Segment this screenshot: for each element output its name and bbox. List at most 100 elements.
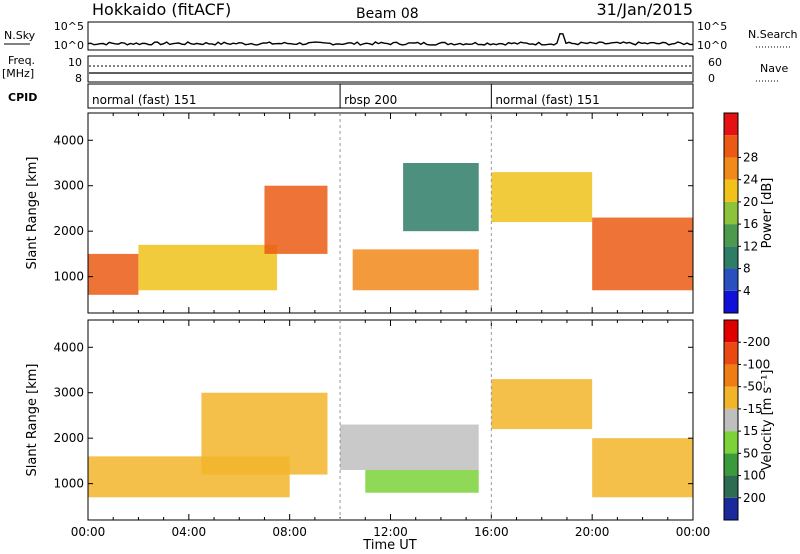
beam-label: Beam 08 [356, 6, 419, 22]
freq-tick-top: 10 [68, 56, 82, 69]
colorbar-tick-label: -50 [743, 380, 763, 394]
nsky-label: N.Sky [4, 29, 36, 42]
y-tick-label: 2000 [53, 224, 84, 238]
colorbar-swatch [724, 342, 738, 365]
colorbar-tick-label: 28 [743, 150, 758, 164]
data-band [365, 470, 479, 493]
colorbar-tick-label: 200 [743, 491, 766, 505]
colorbar-tick-label: -15 [743, 402, 763, 416]
colorbar-swatch [724, 201, 738, 225]
power-colorbar-label: Power [dB] [760, 178, 775, 249]
colorbar-swatch [724, 268, 738, 291]
nave-tick-top: 60 [708, 56, 722, 69]
cpid-segment-label: normal (fast) 151 [495, 93, 599, 107]
colorbar-swatch [724, 113, 738, 136]
colorbar-frame [723, 319, 739, 521]
date-label: 31/Jan/2015 [596, 0, 693, 19]
radar-title: Hokkaido (fitACF) [92, 0, 231, 19]
colorbar-tick-label: 16 [743, 217, 758, 231]
x-tick-label: 08:00 [272, 525, 307, 539]
data-band [403, 163, 479, 232]
colorbar-swatch [724, 224, 738, 247]
y-tick-label: 3000 [53, 386, 84, 400]
velocity-colorbar-label: Velocity [m s⁻¹] [760, 370, 775, 471]
y-tick-label: 3000 [53, 179, 84, 193]
x-tick-label: 16:00 [474, 525, 509, 539]
colorbar-swatch [724, 475, 738, 498]
colorbar-swatch [724, 431, 738, 454]
time-axis: 00:00 04:00 08:00 12:00 16:00 20:00 00:00 [71, 525, 711, 539]
data-band [352, 249, 479, 291]
y-tick-label: 4000 [53, 340, 84, 354]
colorbar-swatch [724, 453, 738, 476]
nsearch-label: N.Search [748, 28, 798, 41]
x-tick-label: 04:00 [172, 525, 207, 539]
time-axis-label: Time UT [362, 538, 416, 553]
colorbar-tick-label: 24 [743, 173, 758, 187]
x-tick-label: 00:00 [676, 525, 711, 539]
freq-unit: [MHz] [2, 67, 34, 80]
cpid-strip: CPID normal (fast) 151 rbsp 200 normal (fa… [8, 83, 694, 109]
velocity-panel: 1000 2000 3000 4000 Slant Range [km] 200 100… [25, 319, 775, 553]
freq-tick-bottom: 8 [75, 72, 82, 85]
colorbar-tick-label: 15 [743, 424, 758, 438]
nsky-tick-top: 10^5 [54, 20, 84, 33]
colorbar-swatch [724, 408, 738, 432]
freq-label: Freq. [8, 54, 35, 67]
colorbar-swatch [724, 157, 738, 180]
nsky-line [87, 32, 694, 46]
power-colorbar: 4 8 12 16 20 24 28 [723, 112, 758, 314]
y-tick-label: 4000 [53, 133, 84, 147]
velocity-axes: 1000 2000 3000 4000 [53, 320, 694, 520]
x-tick-label: 12:00 [373, 525, 408, 539]
power-data [88, 163, 693, 295]
freq-strip: Freq. [MHz] 10 8 60 0 Nave [2, 54, 788, 85]
colorbar-swatch [724, 320, 738, 343]
y-tick-label: 2000 [53, 431, 84, 445]
colorbar-tick-label: 20 [743, 195, 758, 209]
y-tick-label: 1000 [53, 270, 84, 284]
x-tick-label: 20:00 [575, 525, 610, 539]
data-band [88, 253, 139, 295]
velocity-colorbar: 200 100 50 15 -15 -50 -100 -200 [723, 319, 770, 521]
colorbar-tick-label: 100 [743, 469, 766, 483]
colorbar-tick-label: -100 [743, 357, 770, 371]
nave-label: Nave [760, 62, 788, 75]
data-band [201, 392, 328, 475]
colorbar-swatch [724, 246, 738, 269]
cpid-segments: normal (fast) 151 rbsp 200 normal (fast) 1… [92, 84, 600, 108]
x-tick-label: 00:00 [71, 525, 106, 539]
data-band [138, 244, 278, 291]
colorbar-tick-label: 4 [743, 284, 751, 298]
colorbar-swatch [724, 290, 738, 313]
colorbar-frame [723, 112, 739, 314]
colorbar-swatch [724, 179, 738, 202]
data-band [264, 185, 328, 254]
cpid-segment-label: rbsp 200 [344, 93, 397, 107]
power-panel: 1000 2000 3000 4000 Slant Range [km] 4 8 12 16… [25, 112, 775, 314]
data-band [491, 172, 593, 223]
y-tick-label: 1000 [53, 477, 84, 491]
power-ylabel: Slant Range [km] [25, 157, 40, 270]
velocity-ylabel: Slant Range [km] [25, 364, 40, 477]
colorbar-swatch [724, 364, 738, 387]
cpid-label: CPID [8, 91, 37, 104]
data-band [340, 424, 479, 470]
colorbar-tick-label: -200 [743, 335, 770, 349]
colorbar-swatch [724, 497, 738, 520]
colorbar-tick-label: 8 [743, 262, 751, 276]
colorbar-swatch [724, 135, 738, 158]
colorbar-tick-label: 50 [743, 446, 758, 460]
nsky-tick-top-right: 10^5 [697, 20, 727, 33]
data-band [491, 379, 593, 430]
nave-tick-bottom: 0 [708, 72, 715, 85]
nsky-tick-bottom: 10^0 [54, 39, 84, 52]
colorbar-tick-label: 12 [743, 239, 758, 253]
power-axes: 1000 2000 3000 4000 [53, 113, 694, 313]
data-band [592, 438, 693, 498]
velocity-data [88, 379, 693, 498]
nsky-strip: N.Sky 10^5 10^0 10^5 10^0 N.Search [4, 20, 798, 52]
data-band [592, 217, 693, 291]
nsky-tick-bottom-right: 10^0 [697, 39, 727, 52]
